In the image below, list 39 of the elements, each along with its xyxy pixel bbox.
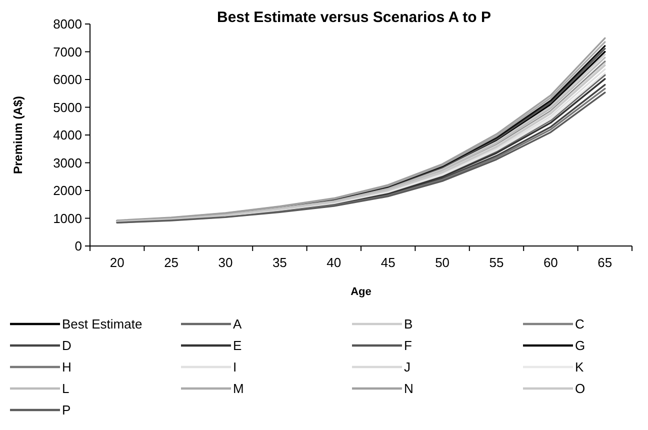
- x-tick-label: 35: [272, 255, 287, 270]
- chart-title: Best Estimate versus Scenarios A to P: [217, 9, 491, 26]
- y-tick-label: 0: [74, 238, 82, 254]
- x-tick-label: 50: [435, 255, 450, 270]
- x-axis-title: Age: [350, 286, 372, 298]
- legend-label: C: [575, 316, 584, 332]
- y-tick-label: 2000: [53, 183, 82, 198]
- y-tick-label: 7000: [53, 44, 82, 60]
- x-tick-label: 45: [380, 255, 396, 270]
- x-tick-label: 25: [164, 255, 179, 270]
- legend-label: K: [575, 360, 584, 375]
- y-tick-label: 5000: [53, 100, 82, 115]
- legend-label: P: [62, 402, 71, 418]
- y-tick-label: 8000: [53, 16, 82, 32]
- legend-label: H: [62, 360, 72, 375]
- x-tick-label: 65: [598, 255, 612, 270]
- legend-label: E: [233, 338, 242, 354]
- legend-label: L: [62, 381, 70, 396]
- legend-label: G: [575, 338, 586, 354]
- x-tick-label: 20: [110, 255, 124, 270]
- y-axis-title: Premium (A$): [11, 96, 25, 174]
- x-tick-label: 60: [543, 255, 558, 270]
- x-tick-label: 55: [489, 255, 504, 270]
- legend-label: D: [62, 338, 72, 354]
- y-tick-label: 6000: [53, 72, 82, 88]
- legend-label: Best Estimate: [62, 316, 142, 332]
- legend-label: A: [233, 316, 242, 332]
- legend-label: F: [404, 338, 412, 354]
- legend-label: J: [404, 360, 410, 375]
- y-tick-label: 4000: [53, 128, 82, 143]
- legend-label: B: [404, 316, 413, 332]
- y-tick-label: 3000: [53, 155, 82, 170]
- legend-label: I: [233, 360, 237, 375]
- x-tick-label: 30: [218, 255, 233, 270]
- legend-label: N: [404, 381, 414, 396]
- x-tick-label: 40: [326, 255, 342, 270]
- legend-label: M: [233, 381, 244, 396]
- legend-label: O: [575, 381, 586, 396]
- y-tick-label: 1000: [53, 210, 82, 226]
